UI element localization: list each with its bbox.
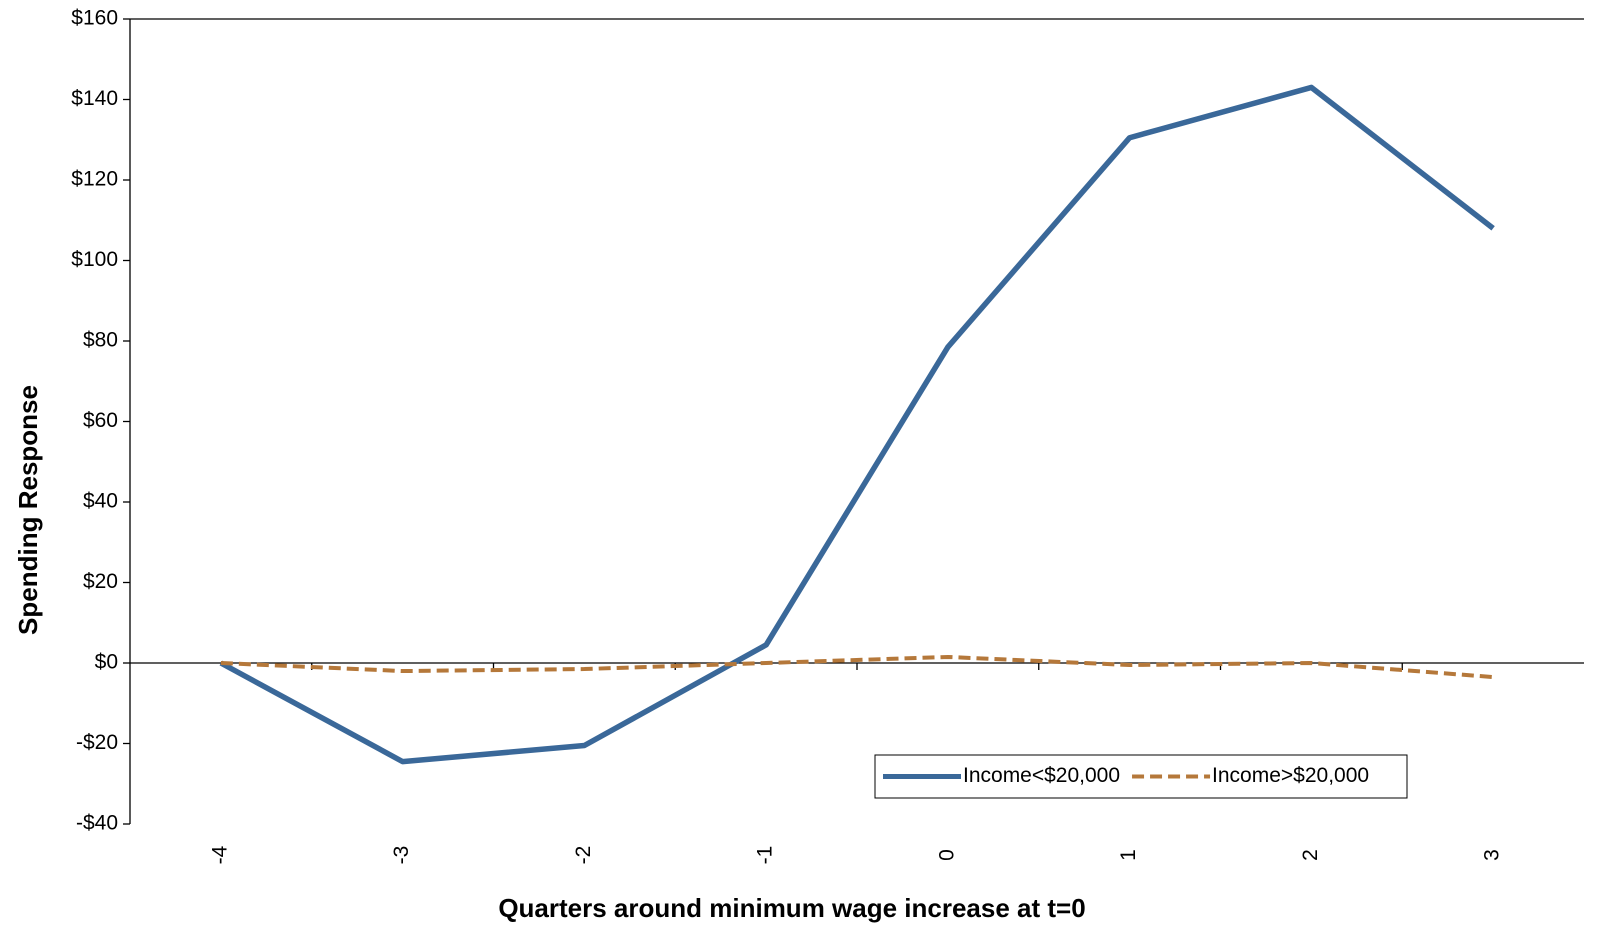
y-tick-label: $40 (83, 490, 118, 513)
y-tick-label: $160 (71, 7, 118, 30)
y-tick-label: $80 (83, 329, 118, 352)
y-tick-label: $60 (83, 409, 118, 432)
x-tick-label: 0 (935, 849, 958, 861)
x-axis-title: Quarters around minimum wage increase at… (498, 893, 1085, 923)
x-tick-label: 2 (1299, 849, 1322, 861)
series-line (219, 84, 1495, 765)
y-axis-title: Spending Response (13, 385, 43, 635)
x-tick-label: -3 (390, 846, 413, 865)
y-tick-label: $120 (71, 168, 118, 191)
legend-label: Income<$20,000 (963, 764, 1120, 787)
legend: Income<$20,000 Income>$20,000 (874, 754, 1408, 799)
x-tick-label: 1 (1117, 849, 1140, 861)
y-tick-label: -$40 (76, 812, 118, 835)
legend-label: Income>$20,000 (1212, 764, 1369, 787)
x-tick-label: 3 (1481, 849, 1504, 861)
y-tick-label: -$20 (76, 731, 118, 754)
x-tick-label: -2 (572, 846, 595, 865)
x-tick-label: -1 (754, 846, 777, 865)
y-tick-label: $20 (83, 570, 118, 593)
y-tick-label: $140 (71, 87, 118, 110)
series-line (220, 654, 1494, 680)
y-tick-label: $0 (95, 651, 118, 674)
y-tick-label: $100 (71, 248, 118, 271)
x-tick-label: -4 (208, 845, 231, 864)
